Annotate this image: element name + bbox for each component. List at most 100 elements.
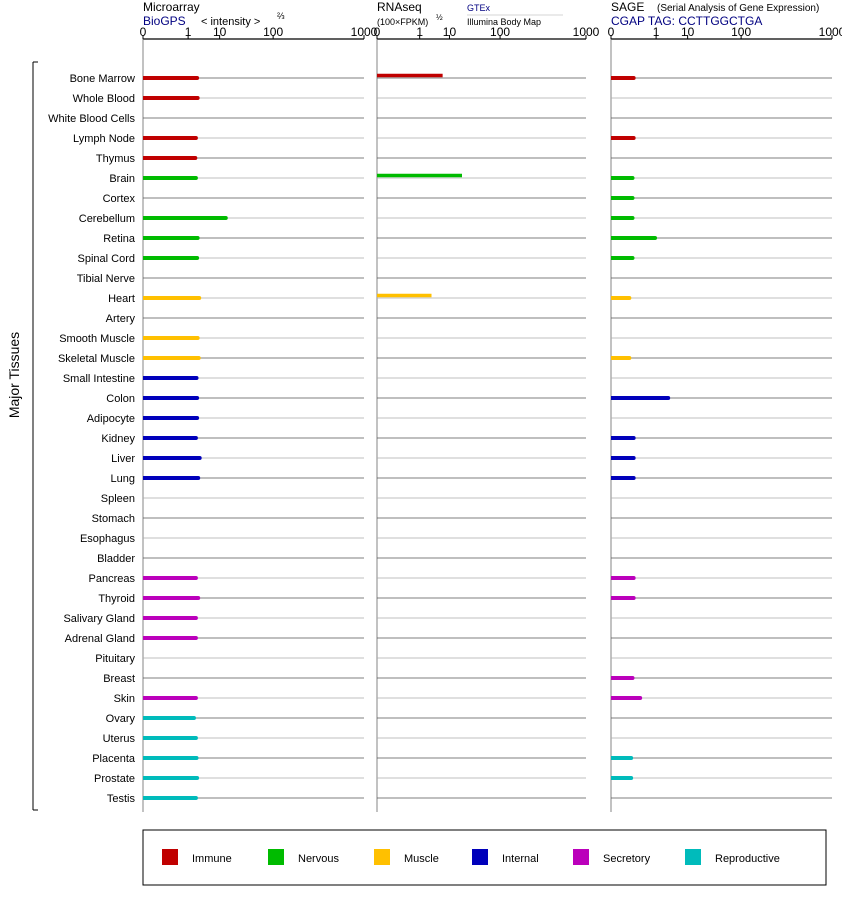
bar-end-cap [195, 776, 200, 780]
tissue-label: Kidney [101, 433, 135, 445]
tissue-label: Prostate [94, 773, 135, 785]
bar-gtex [377, 173, 462, 178]
bar-microarray [143, 456, 200, 460]
tissue-label: White Blood Cells [48, 113, 135, 125]
bar-end-cap [631, 456, 636, 460]
microarray-tick-label: 100 [263, 25, 283, 39]
bar-end-cap [195, 336, 200, 340]
bar-end-cap [193, 436, 198, 440]
sage-tag-link[interactable]: CGAP TAG: CCTTGGCTGA [611, 14, 762, 28]
bar-microarray [143, 596, 199, 600]
bar-end-cap [197, 456, 202, 460]
bar-microarray [143, 216, 226, 220]
bar-end-cap [195, 236, 200, 240]
legend-swatch-immune [162, 849, 178, 865]
bar-sage [611, 596, 634, 600]
bar-end-cap [196, 476, 201, 480]
bar-end-cap [193, 576, 198, 580]
illumina-source-label: Illumina Body Map [467, 17, 541, 27]
tissue-label: Small Intestine [63, 373, 135, 385]
bar-microarray [143, 176, 196, 180]
tissue-label: Bladder [97, 553, 135, 565]
bar-end-cap [631, 436, 636, 440]
bar-sage [611, 296, 630, 300]
tissue-label: Cortex [103, 193, 136, 205]
bar-end-cap [630, 256, 635, 260]
microarray-tick-label: 0 [140, 25, 147, 39]
bar-sage [611, 256, 633, 260]
tissue-label: Placenta [92, 753, 136, 765]
bar-end-cap [193, 616, 198, 620]
bar-microarray [143, 96, 198, 100]
legend-swatch-muscle [374, 849, 390, 865]
bar-end-cap [196, 596, 201, 600]
microarray-source-link[interactable]: BioGPS [143, 14, 186, 28]
sage-tick-label: 1000 [819, 25, 842, 39]
rnaseq-tick-label: 100 [490, 25, 510, 39]
tissue-label: Tibial Nerve [77, 273, 135, 285]
bar-sage [611, 176, 633, 180]
microarray-scale-label: < intensity > [201, 16, 260, 28]
bar-end-cap [631, 476, 636, 480]
tissue-label: Colon [106, 393, 135, 405]
sage-tick-label: 10 [681, 25, 695, 39]
tissue-label: Lung [111, 473, 135, 485]
legend-label-nervous: Nervous [298, 853, 339, 865]
bar-end-cap [627, 356, 632, 360]
bar-end-cap [194, 756, 199, 760]
bar-microarray [143, 476, 199, 480]
bar-end-cap [631, 136, 636, 140]
bar-sage [611, 676, 633, 680]
bar-end-cap [223, 216, 228, 220]
bar-end-cap [193, 736, 198, 740]
legend-label-immune: Immune [192, 853, 232, 865]
microarray-tick-label: 1 [185, 25, 192, 39]
legend-swatch-reproductive [685, 849, 701, 865]
bar-sage [611, 696, 641, 700]
microarray-scale-power: ⅔ [277, 11, 285, 21]
gtex-source-link[interactable]: GTEx [467, 3, 491, 13]
bar-end-cap [630, 216, 635, 220]
tissue-label: Thyroid [98, 593, 135, 605]
bar-sage [611, 436, 634, 440]
bar-end-cap [629, 776, 634, 780]
bar-sage [611, 76, 634, 80]
legend-swatch-internal [472, 849, 488, 865]
legend-label-internal: Internal [502, 853, 539, 865]
tissue-label: Pancreas [89, 573, 136, 585]
bar-end-cap [631, 76, 636, 80]
tissue-label: Spleen [101, 493, 135, 505]
sage-title: SAGE [611, 0, 644, 14]
bar-sage [611, 216, 633, 220]
bar-microarray [143, 776, 198, 780]
bar-sage [611, 576, 634, 580]
rnaseq-title: RNAseq [377, 0, 422, 14]
bar-end-cap [629, 756, 634, 760]
bar-sage [611, 476, 634, 480]
sage-tick-label: 100 [731, 25, 751, 39]
bar-gtex [377, 293, 432, 298]
bar-end-cap [638, 696, 643, 700]
tissue-label: Adipocyte [87, 413, 135, 425]
bar-end-cap [195, 416, 200, 420]
sage-subtitle: (Serial Analysis of Gene Expression) [657, 3, 819, 14]
bar-microarray [143, 256, 198, 260]
bar-sage [611, 236, 656, 240]
bar-end-cap [193, 136, 198, 140]
tissue-label: Ovary [106, 713, 136, 725]
tissue-label: Artery [106, 313, 136, 325]
bar-end-cap [195, 96, 200, 100]
microarray-tick-label: 10 [213, 25, 227, 39]
tissue-label: Bone Marrow [70, 73, 135, 85]
bar-end-cap [630, 676, 635, 680]
tissue-label: Whole Blood [73, 93, 135, 105]
bar-end-cap [196, 356, 201, 360]
bar-end-cap [666, 396, 671, 400]
bar-end-cap [194, 376, 199, 380]
tissue-label: Liver [111, 453, 135, 465]
tissue-label: Smooth Muscle [59, 333, 135, 345]
tissue-label: Lymph Node [73, 133, 135, 145]
bar-gtex [377, 73, 443, 78]
bar-sage [611, 356, 630, 360]
